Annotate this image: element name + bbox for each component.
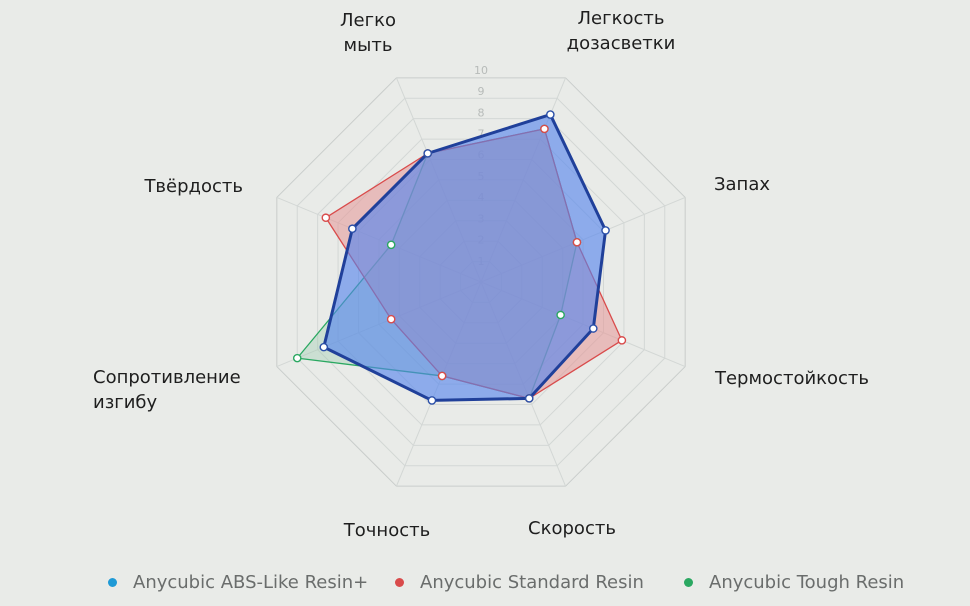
data-point[interactable] bbox=[556, 310, 565, 320]
axis-labels: Легко мыть Легкость дозасветки Запах Термосто… bbox=[93, 8, 869, 541]
axis-label: Термостойкость bbox=[714, 368, 869, 389]
axis-label: Сопротивление изгибу bbox=[93, 367, 241, 413]
data-point[interactable] bbox=[588, 324, 598, 333]
series-layer bbox=[296, 113, 623, 402]
legend-label: Anycubic ABS-Like Resin+ bbox=[133, 572, 369, 593]
data-point[interactable] bbox=[386, 314, 396, 324]
data-point[interactable] bbox=[524, 394, 534, 403]
data-point[interactable] bbox=[319, 342, 329, 352]
axis-label: Твёрдость bbox=[143, 176, 243, 197]
data-point[interactable] bbox=[423, 149, 433, 158]
data-point[interactable] bbox=[348, 224, 357, 234]
axis-label: Точность bbox=[343, 520, 430, 541]
tick-label: 9 bbox=[478, 85, 485, 98]
legend-label: Anycubic Standard Resin bbox=[420, 572, 644, 593]
axis-label: Скорость bbox=[528, 518, 616, 539]
data-point[interactable] bbox=[572, 237, 582, 247]
data-point[interactable] bbox=[386, 240, 396, 250]
axis-label: Легко мыть bbox=[340, 10, 396, 56]
tick-label: 10 bbox=[474, 64, 488, 77]
data-point[interactable] bbox=[292, 353, 302, 363]
legend-item-abs-like[interactable]: Anycubic ABS-Like Resin+ bbox=[108, 572, 368, 593]
series-area bbox=[322, 113, 608, 402]
data-point[interactable] bbox=[540, 124, 549, 134]
axis-label: Запах bbox=[714, 174, 770, 195]
data-point[interactable] bbox=[546, 110, 555, 119]
legend-item-standard[interactable]: Anycubic Standard Resin bbox=[395, 572, 644, 593]
tick-label: 8 bbox=[478, 106, 485, 119]
data-point[interactable] bbox=[321, 213, 331, 223]
axis-label: Легкость дозасветки bbox=[567, 8, 676, 54]
data-point[interactable] bbox=[427, 396, 437, 405]
legend-dot bbox=[108, 578, 117, 587]
points-layer bbox=[292, 110, 627, 405]
data-point[interactable] bbox=[601, 226, 610, 235]
data-point[interactable] bbox=[437, 371, 447, 381]
legend: Anycubic ABS-Like Resin+ Anycubic Standa… bbox=[0, 565, 970, 601]
tick-label: 7 bbox=[478, 127, 485, 140]
legend-dot bbox=[684, 578, 693, 587]
legend-label: Anycubic Tough Resin bbox=[709, 572, 905, 593]
legend-item-tough[interactable]: Anycubic Tough Resin bbox=[684, 572, 904, 593]
radar-plot: 12345678910 ЛегкомытьЛегкостьдозасветкиЗ… bbox=[93, 8, 869, 541]
legend-dot bbox=[395, 578, 404, 587]
data-point[interactable] bbox=[617, 336, 627, 345]
